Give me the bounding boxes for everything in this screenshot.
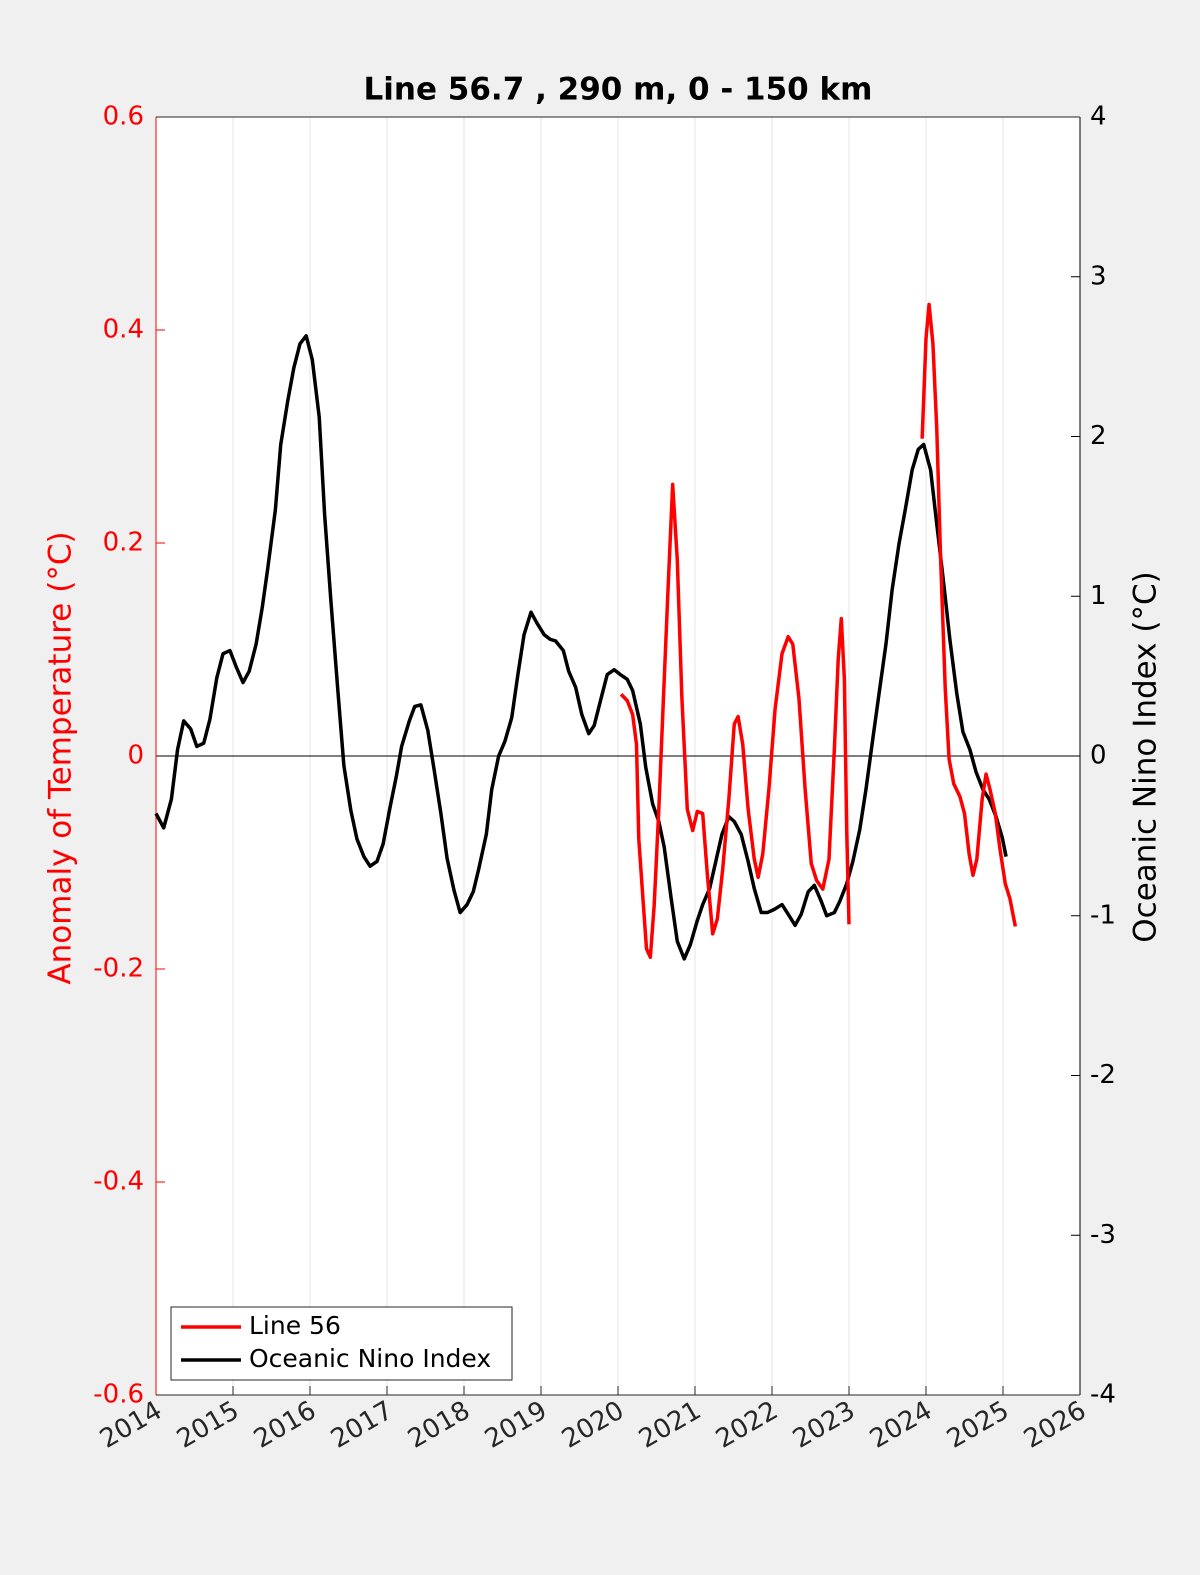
y2-tick-label: -1 — [1090, 900, 1116, 930]
x-tick-label: 2025 — [942, 1396, 1014, 1455]
x-tick-label: 2015 — [172, 1396, 244, 1455]
y-axis-label: Anomaly of Temperature (°C) — [43, 531, 79, 984]
data-line — [154, 334, 1008, 961]
y-tick-label: -0.6 — [93, 1380, 144, 1410]
y2-tick-label: 2 — [1090, 421, 1107, 451]
y2-tick-label: 3 — [1090, 261, 1107, 291]
chart-title: Line 56.7 , 290 m, 0 - 150 km — [364, 72, 873, 108]
x-tick-label: 2024 — [865, 1396, 937, 1455]
y2-tick-label: -4 — [1090, 1380, 1116, 1410]
x-tick-label: 2019 — [480, 1396, 552, 1455]
x-tick-label: 2022 — [711, 1396, 783, 1455]
y-tick-label: 0.2 — [103, 528, 144, 558]
data-line — [619, 302, 1018, 960]
y2-tick-label: -2 — [1090, 1060, 1116, 1090]
legend-label: Line 56 — [249, 1311, 341, 1340]
y2-axis-label: Oceanic Nino Index (°C) — [1128, 571, 1164, 942]
y-tick-label: 0.6 — [103, 102, 144, 132]
x-tick-label: 2021 — [634, 1396, 706, 1455]
x-tick-label: 2016 — [249, 1396, 321, 1455]
x-tick-label: 2026 — [1019, 1396, 1091, 1455]
legend-label: Oceanic Nino Index — [249, 1344, 491, 1373]
y2-tick-label: 1 — [1090, 581, 1107, 611]
y-tick-label: 0 — [127, 741, 144, 771]
x-tick-label: 2017 — [326, 1396, 398, 1455]
x-tick-label: 2018 — [403, 1396, 475, 1455]
y2-tick-label: -3 — [1090, 1220, 1116, 1250]
x-tick-label: 2023 — [788, 1396, 860, 1455]
y-tick-label: -0.4 — [93, 1167, 144, 1197]
y2-tick-label: 0 — [1090, 741, 1107, 771]
x-tick-label: 2020 — [557, 1396, 629, 1455]
y-tick-label: -0.2 — [93, 954, 144, 984]
y-tick-label: 0.4 — [103, 315, 144, 345]
legend: Line 56 Oceanic Nino Index — [170, 1306, 513, 1381]
y2-tick-label: 4 — [1090, 102, 1107, 132]
legend-box — [170, 1306, 513, 1381]
